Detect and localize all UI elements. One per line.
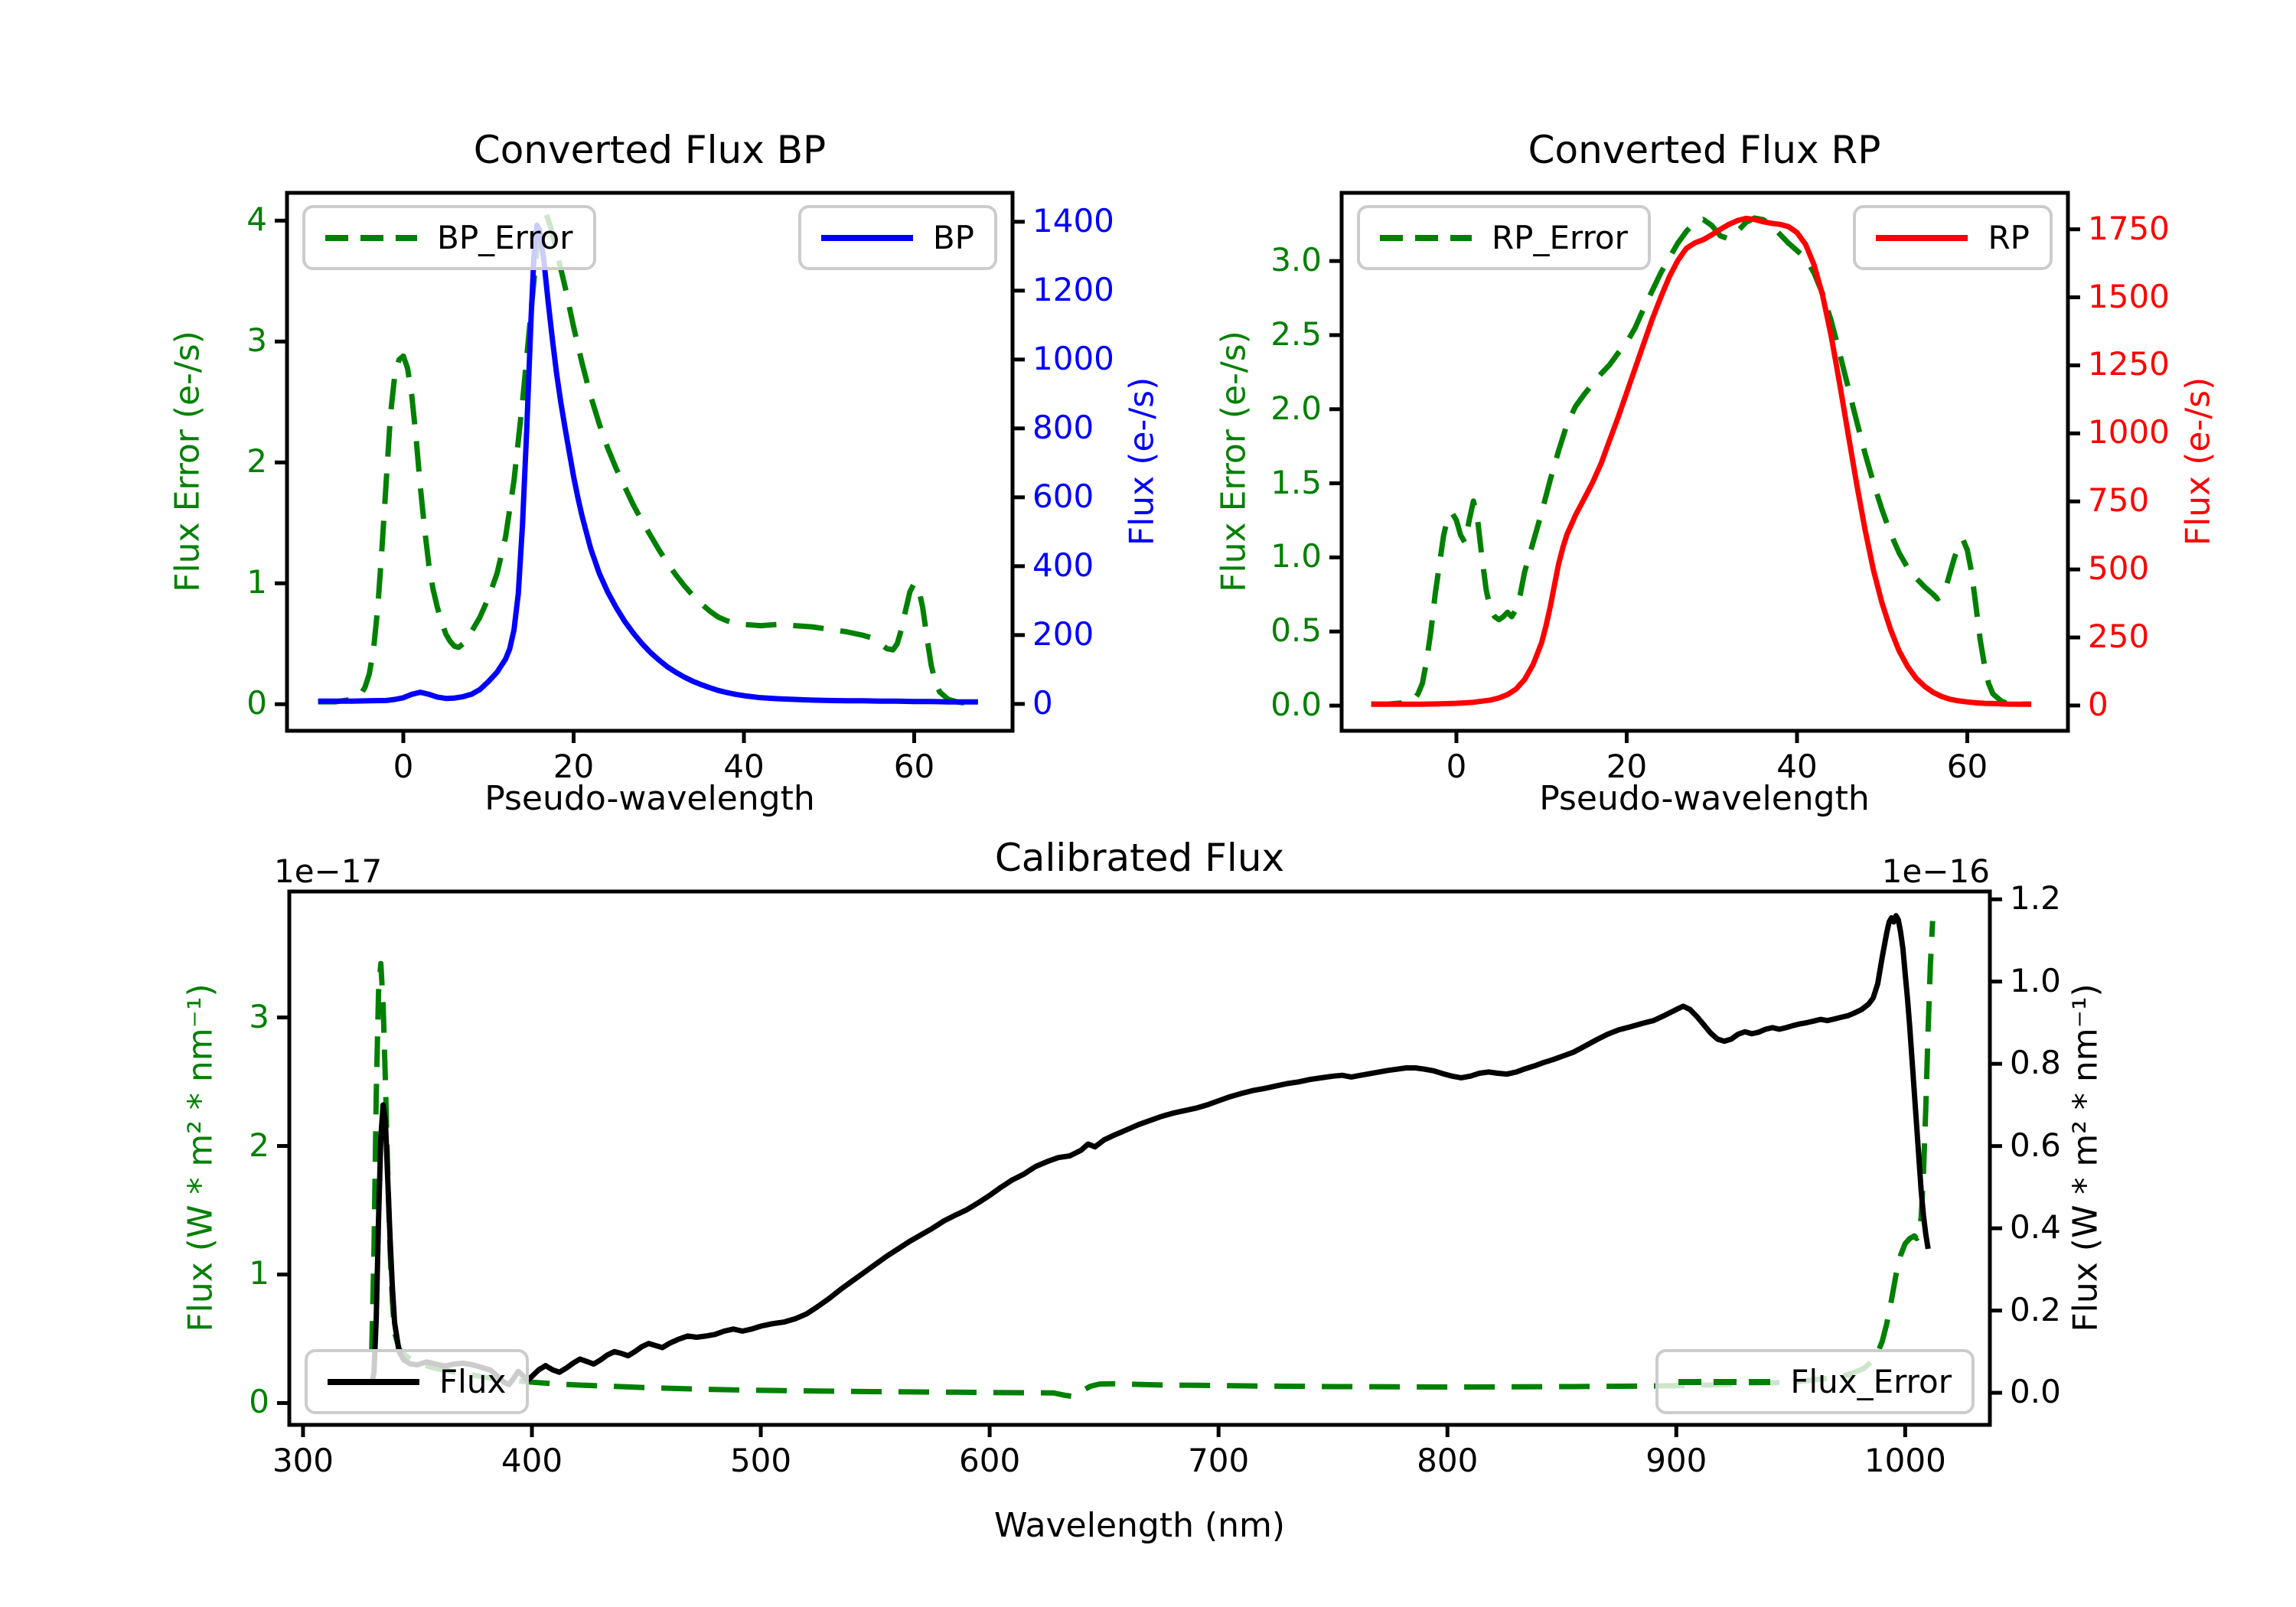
series-Flux_Error xyxy=(369,921,1936,1400)
axes-frame xyxy=(1339,191,2070,733)
series-Flux xyxy=(369,913,1931,1387)
axes-frame xyxy=(287,889,1992,1427)
series-RP xyxy=(1371,215,2031,707)
series-RP_Error xyxy=(1371,215,2031,707)
series-BP xyxy=(318,222,978,705)
series-BP_Error xyxy=(318,211,978,706)
